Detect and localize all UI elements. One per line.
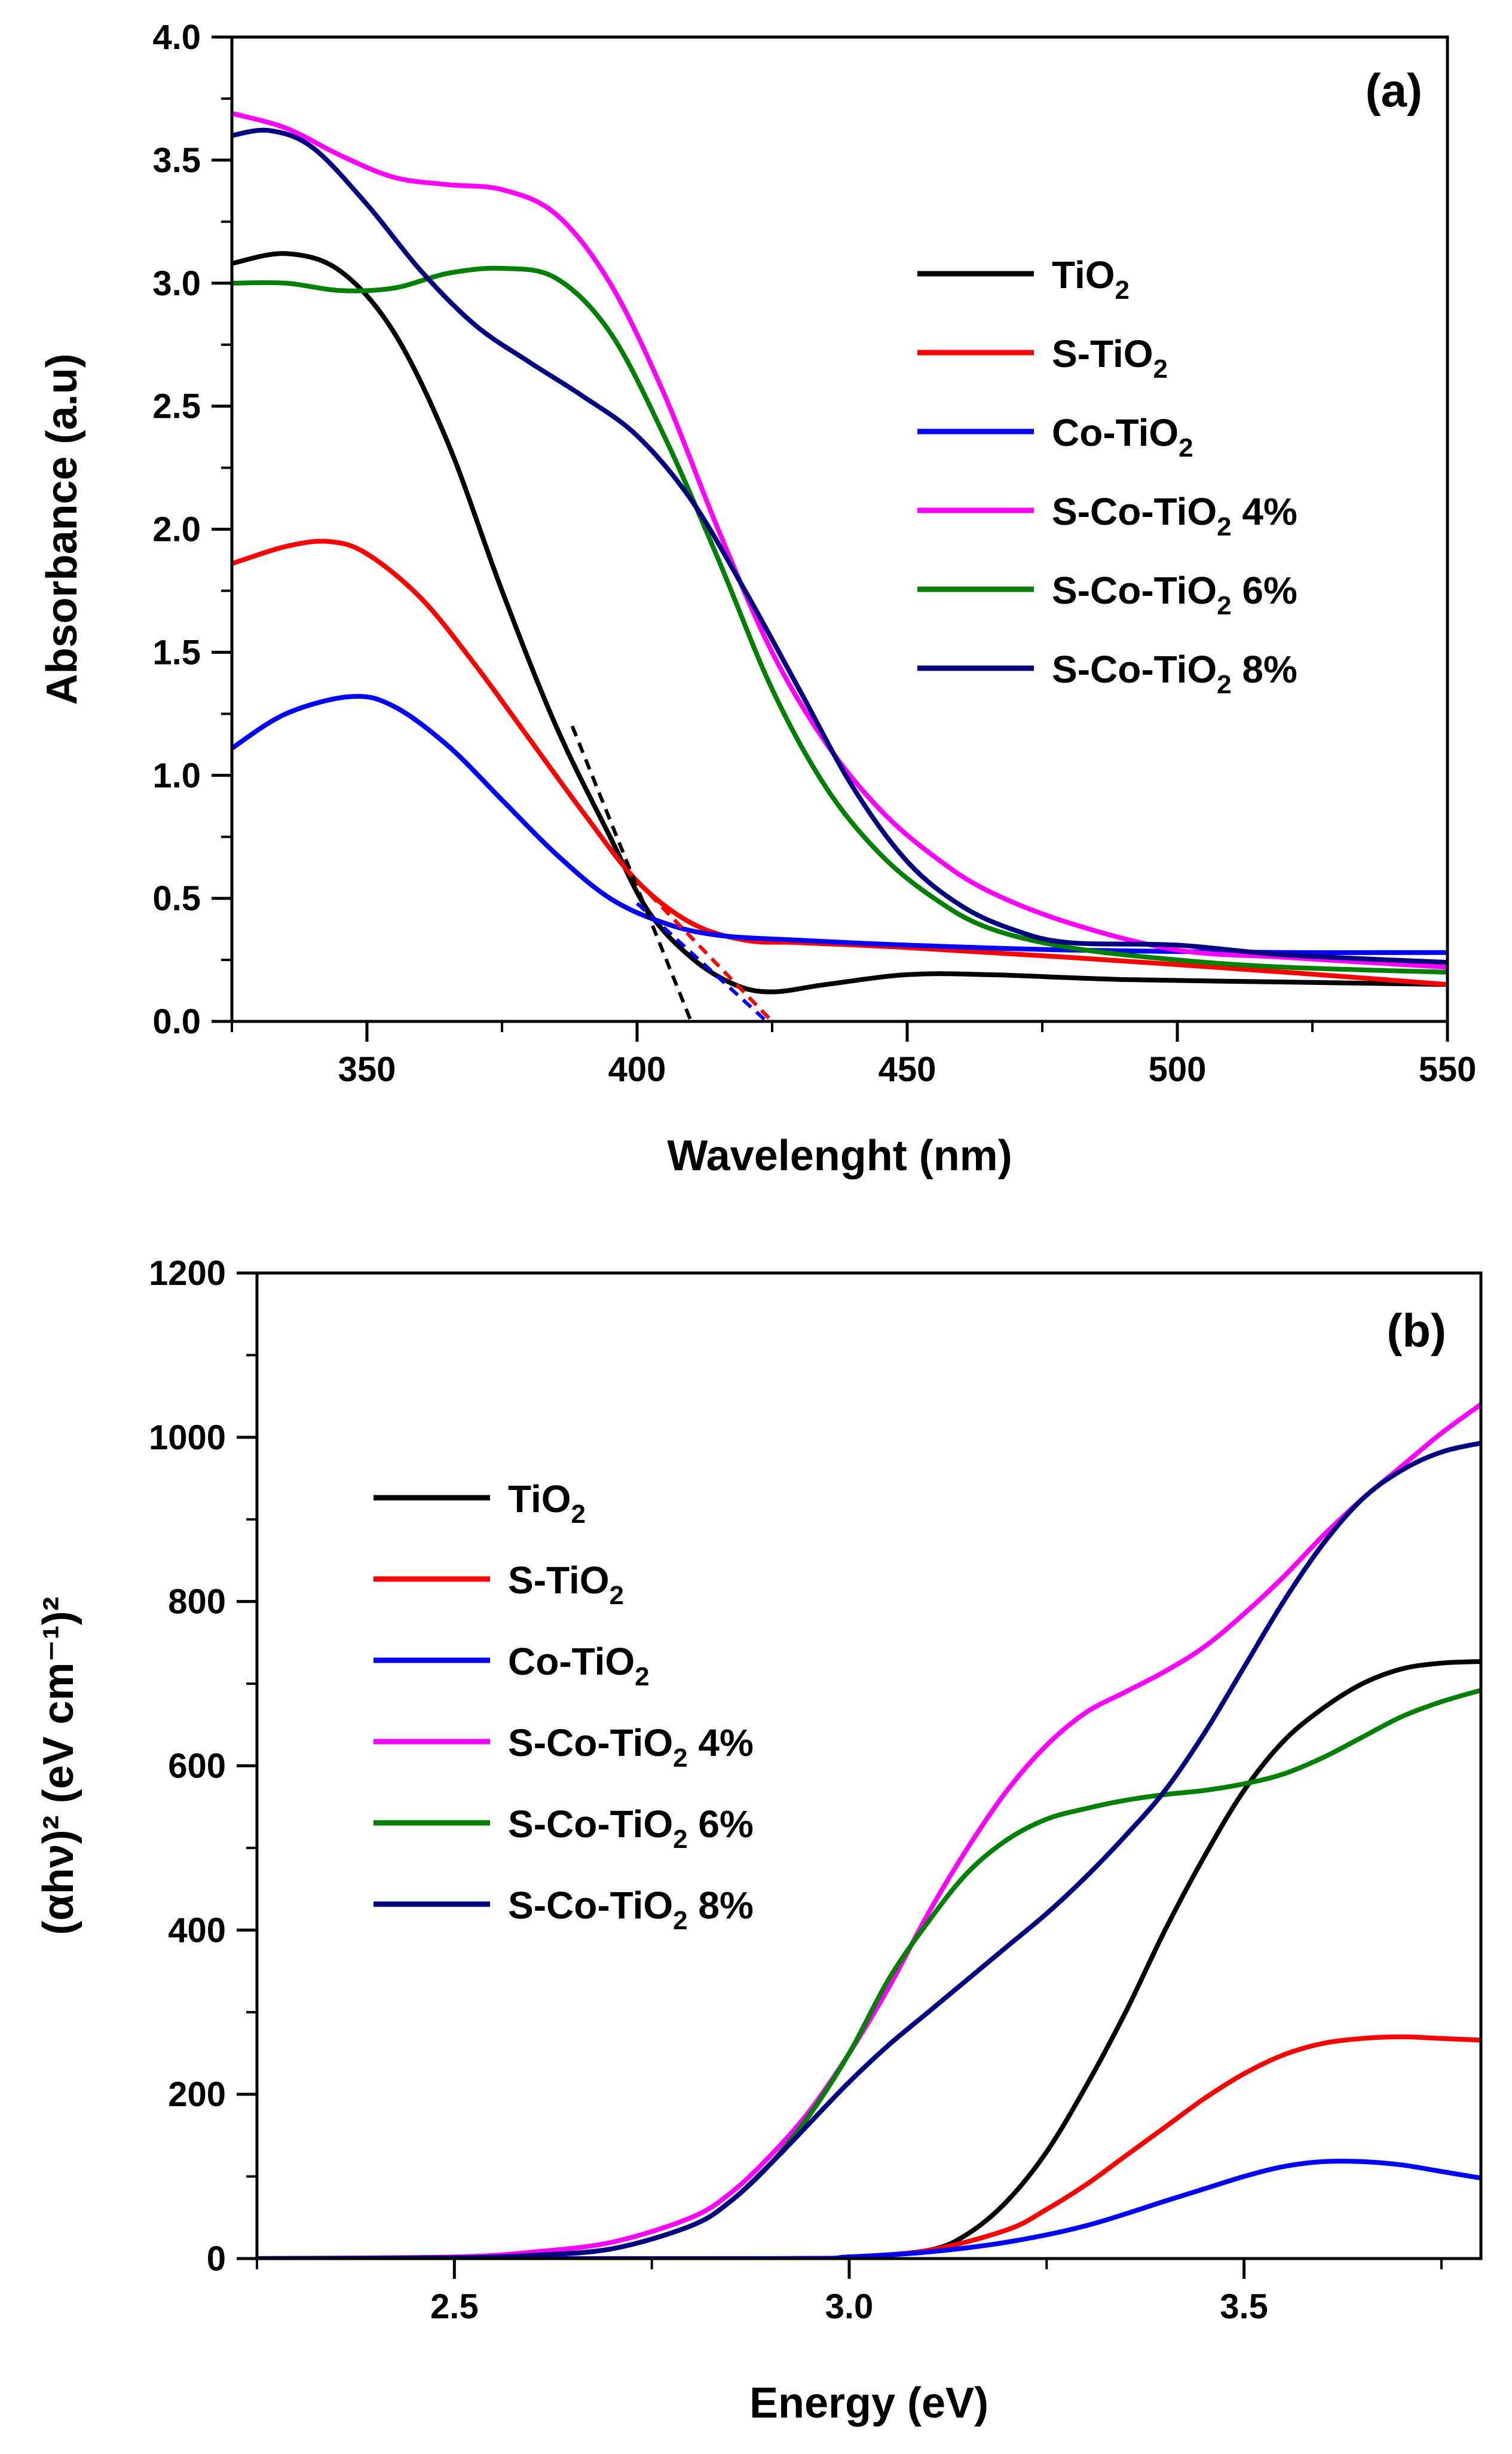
y-tick-label: 3.5	[152, 141, 201, 180]
x-tick-label: 2.5	[430, 2287, 479, 2326]
tangent-line-1	[635, 880, 774, 1023]
panel-a-label: (a)	[1366, 64, 1422, 117]
y-tick-label: 400	[168, 1911, 226, 1950]
panel-b-x-ticks: 2.5 3.0 3.5	[256, 2259, 1443, 2326]
legend-entry-label: S-Co-TiO2 4%	[1052, 490, 1297, 541]
legend-entry-label: S-TiO2	[508, 1559, 624, 1610]
x-tick-label: 550	[1419, 1050, 1477, 1089]
legend-entry-label: S-Co-TiO2 8%	[508, 1884, 754, 1935]
legend-entry-label: Co-TiO2	[1052, 411, 1193, 463]
panel-a-tangent-layer	[570, 725, 774, 1023]
x-tick-label: 400	[608, 1050, 666, 1089]
series-line-s-co-tio-4-	[257, 1402, 1481, 2259]
legend-entry-label: Co-TiO2	[508, 1640, 650, 1691]
panel-a-x-axis-label: Wavelenght (nm)	[667, 1132, 1012, 1180]
y-tick-label: 1000	[149, 1418, 226, 1457]
legend-entry-label: TiO2	[1052, 253, 1130, 305]
legend-entry-label: S-Co-TiO2 6%	[508, 1803, 754, 1854]
y-tick-label: 1.5	[152, 633, 201, 672]
y-tick-label: 600	[168, 1747, 226, 1786]
legend-entry-label: S-TiO2	[1052, 332, 1168, 384]
y-tick-label: 0.0	[152, 1002, 201, 1041]
panel-a-chart: 350 400 450 500 550 0.0 0.5 1.0 1.5 2.0 2.5 3.0 3.5…	[38, 18, 1476, 1180]
panel-a-legend: TiO2 S-TiO2 Co-TiO2 S-Co-TiO2 4% S-Co-TiO2 6…	[917, 253, 1297, 699]
x-tick-label: 500	[1149, 1050, 1207, 1089]
panel-a-series-layer	[232, 111, 1447, 995]
legend-entry-label: S-Co-TiO2 6%	[1052, 569, 1297, 620]
x-tick-label: 3.0	[825, 2287, 874, 2326]
y-tick-label: 3.0	[152, 264, 201, 303]
y-tick-label: 1200	[149, 1254, 226, 1293]
series-line-co-tio	[232, 694, 1447, 956]
panel-b-y-axis-label: (αhν)² (eV cm⁻¹)²	[35, 1596, 82, 1935]
x-tick-label: 450	[879, 1050, 936, 1089]
panel-b-label: (b)	[1386, 1304, 1446, 1357]
series-line-tio	[232, 251, 1447, 995]
tangent-line-2	[635, 902, 768, 1023]
y-tick-label: 800	[168, 1583, 226, 1621]
panel-b-x-axis-label: Energy (eV)	[749, 2379, 988, 2427]
y-tick-label: 0	[207, 2239, 226, 2278]
series-line-s-co-tio-8-	[232, 127, 1447, 965]
panel-a-x-ticks: 350 400 450 500 550	[231, 1021, 1477, 1089]
y-tick-label: 200	[168, 2075, 226, 2114]
panel-b-y-ticks: 0 200 400 600 800 1000 1200	[149, 1254, 257, 2278]
legend-entry-label: S-Co-TiO2 4%	[508, 1721, 754, 1773]
panel-b-chart: 2.5 3.0 3.5 0 200 400 600 800 1000 1200 TiO2 S-Ti…	[35, 1254, 1483, 2427]
series-line-s-co-tio-8-	[257, 1440, 1481, 2259]
y-tick-label: 2.5	[152, 387, 201, 426]
x-tick-label: 350	[338, 1050, 396, 1089]
panel-a-y-ticks: 0.0 0.5 1.0 1.5 2.0 2.5 3.0 3.5 4.0	[152, 18, 232, 1041]
y-tick-label: 1.0	[152, 756, 201, 795]
y-tick-label: 0.5	[152, 879, 201, 918]
legend-entry-label: TiO2	[508, 1477, 586, 1529]
legend-entry-label: S-Co-TiO2 8%	[1052, 648, 1297, 699]
panel-b-legend: TiO2 S-TiO2 Co-TiO2 S-Co-TiO2 4% S-Co-TiO2 6…	[374, 1477, 754, 1935]
y-tick-label: 4.0	[152, 18, 201, 57]
y-tick-label: 2.0	[152, 510, 201, 549]
panel-a-y-axis-label: Absorbance (a.u)	[38, 353, 86, 705]
x-tick-label: 3.5	[1220, 2287, 1268, 2326]
series-line-s-tio	[232, 538, 1447, 987]
